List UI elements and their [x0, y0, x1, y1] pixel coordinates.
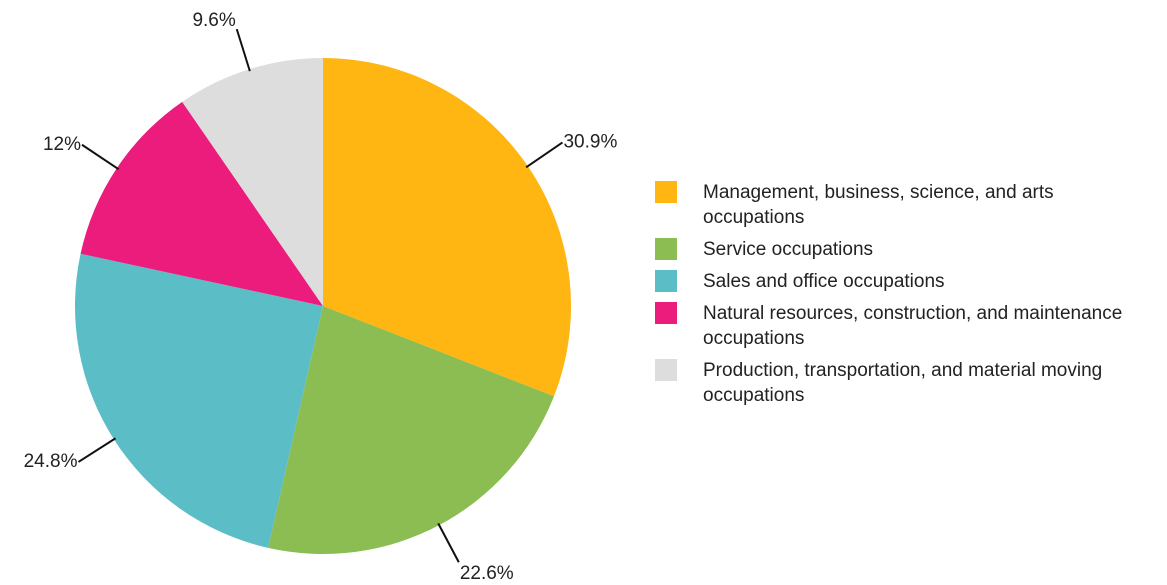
legend-swatch [655, 270, 677, 292]
pie-slice [80, 101, 323, 306]
leader-line [77, 437, 117, 463]
legend-item: Sales and office occupations [655, 269, 1125, 294]
legend-item: Service occupations [655, 237, 1125, 262]
pie-slice [268, 306, 554, 554]
pie-slice [75, 253, 324, 548]
data-label: 9.6% [192, 10, 235, 31]
legend-item: Natural resources, construction, and mai… [655, 301, 1125, 351]
legend-label: Sales and office occupations [703, 271, 945, 292]
data-label: 30.9% [563, 131, 617, 152]
pie-slice [182, 58, 323, 306]
leader-line [437, 522, 460, 563]
leader-line [81, 143, 120, 171]
legend-item: Management, business, science, and arts … [655, 180, 1125, 230]
pie-slice [323, 58, 571, 397]
data-label: 24.8% [24, 451, 78, 472]
legend-swatch [655, 359, 677, 381]
leader-line [235, 28, 251, 72]
legend-swatch [655, 181, 677, 203]
legend-label: Management, business, science, and arts … [703, 182, 1054, 228]
legend-label: Natural resources, construction, and mai… [703, 303, 1123, 349]
legend-label: Production, transportation, and material… [703, 360, 1103, 406]
data-label: 22.6% [460, 563, 514, 584]
legend: Management, business, science, and arts … [655, 180, 1125, 415]
legend-swatch [655, 238, 677, 260]
legend-item: Production, transportation, and material… [655, 358, 1125, 408]
legend-swatch [655, 302, 677, 324]
legend-label: Service occupations [703, 239, 874, 260]
leader-line [525, 141, 564, 169]
data-label: 12% [43, 134, 81, 155]
